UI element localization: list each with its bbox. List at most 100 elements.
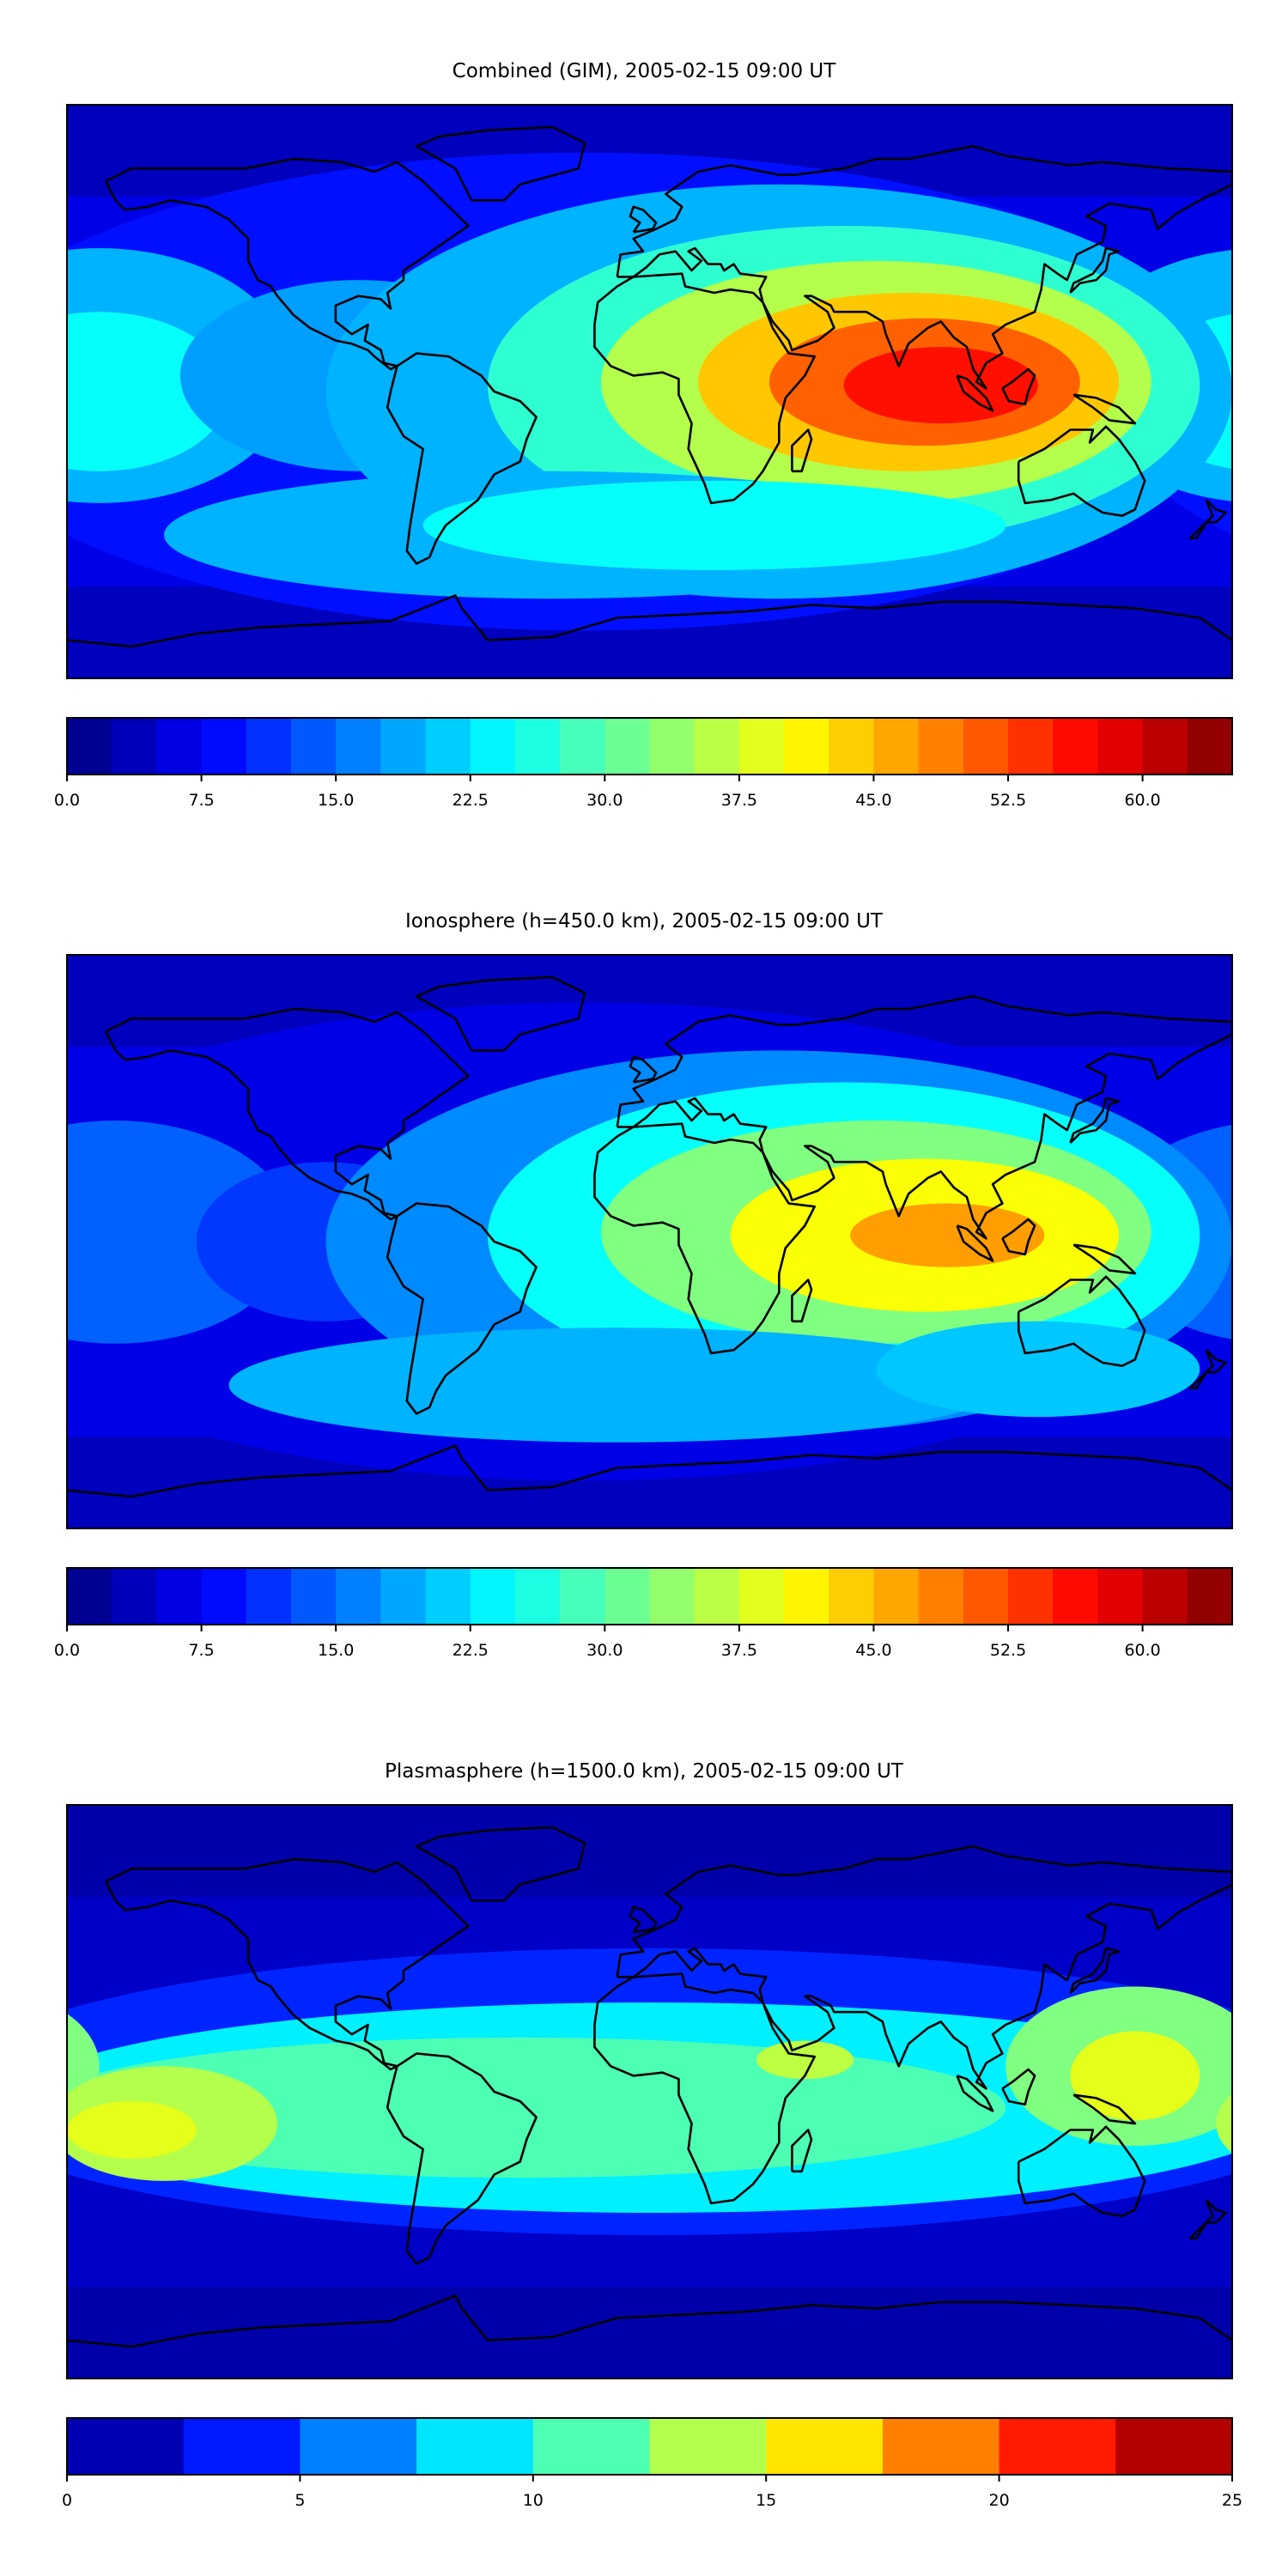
colorbar-segment bbox=[963, 1568, 1009, 1625]
coastline bbox=[105, 1007, 470, 1221]
colorbar-segment bbox=[784, 1568, 829, 1625]
colorbar-segment bbox=[649, 718, 696, 775]
colorbar-tick-label: 30.0 bbox=[586, 1641, 623, 1660]
coastline bbox=[593, 272, 817, 505]
coastline bbox=[616, 1844, 1232, 2090]
panel-title-combined: Combined (GIM), 2005-02-15 09:00 UT bbox=[453, 60, 837, 82]
colorbar-tick-label: 15.0 bbox=[318, 791, 354, 810]
coastline bbox=[1069, 1947, 1121, 1994]
colorbar-segment bbox=[425, 718, 471, 775]
map-combined bbox=[66, 104, 1233, 679]
tec-contour-level bbox=[228, 1327, 1006, 1443]
tec-contour-level bbox=[850, 1203, 1045, 1267]
colorbar-segment bbox=[1097, 1568, 1144, 1625]
coastline bbox=[593, 1972, 817, 2205]
colorbar-segment bbox=[829, 718, 874, 775]
colorbar-segment bbox=[1053, 718, 1098, 775]
coastline bbox=[1017, 425, 1146, 518]
colorbar-segment bbox=[1097, 718, 1144, 775]
panel-ionosphere: Ionosphere (h=450.0 km), 2005-02-15 09:0… bbox=[54, 910, 1233, 1660]
coastline bbox=[386, 1202, 538, 1415]
colorbar-ionosphere: 0.0 7.5 15.0 22.5 30.0 37.5 45.0 52.5 60.0 bbox=[54, 1567, 1233, 1660]
colorbar-segment bbox=[514, 1568, 561, 1625]
colorbar-segment bbox=[766, 2418, 884, 2475]
colorbar-tick-label: 7.5 bbox=[188, 791, 214, 810]
colorbar-plasmasphere: 0 5 10 15 20 25 bbox=[62, 2417, 1242, 2510]
coastline bbox=[791, 428, 813, 473]
coastline bbox=[1017, 2125, 1146, 2217]
colorbar-combined: 0.0 7.5 15.0 22.5 30.0 37.5 45.0 52.5 60.0 bbox=[54, 717, 1233, 810]
coastline bbox=[616, 144, 1232, 390]
colorbar-segment bbox=[560, 718, 605, 775]
colorbar-tick-label: 52.5 bbox=[990, 1641, 1026, 1660]
colorbar-tick-label: 60.0 bbox=[1124, 1641, 1160, 1660]
tec-contour-level bbox=[67, 2101, 197, 2159]
colorbar-segment bbox=[694, 1568, 740, 1625]
coastline bbox=[386, 2052, 538, 2265]
colorbar-segment bbox=[829, 1568, 874, 1625]
coastline bbox=[1072, 393, 1137, 425]
colorbar-segment bbox=[112, 1568, 157, 1625]
colorbar-segment bbox=[1053, 1568, 1098, 1625]
coastline bbox=[67, 594, 1232, 648]
colorbar-segment bbox=[300, 2418, 417, 2475]
colorbar-tick-label: 22.5 bbox=[453, 1641, 489, 1660]
colorbar-segment bbox=[336, 1568, 381, 1625]
coastline bbox=[67, 1444, 1232, 1498]
colorbar-segment bbox=[183, 2418, 301, 2475]
colorbar-segment bbox=[560, 1568, 605, 1625]
coastline bbox=[105, 157, 470, 371]
colorbar-segment bbox=[380, 718, 427, 775]
coastline bbox=[1001, 368, 1036, 406]
coastline bbox=[791, 2129, 813, 2173]
colorbar-segment bbox=[416, 2418, 534, 2475]
colorbar-tick-label: 45.0 bbox=[855, 791, 891, 810]
coastline bbox=[593, 1122, 817, 1355]
coastline bbox=[415, 975, 586, 1052]
coastline bbox=[1188, 1349, 1227, 1389]
coastline bbox=[1069, 246, 1121, 294]
colorbar-tick-label: 7.5 bbox=[188, 1641, 214, 1660]
colorbar-tick-label: 0.0 bbox=[54, 1641, 80, 1660]
colorbar-tick-label: 45.0 bbox=[855, 1641, 891, 1660]
coastline bbox=[105, 1857, 470, 2071]
colorbar-tick-label: 52.5 bbox=[990, 791, 1026, 810]
colorbar-segment bbox=[649, 2418, 767, 2475]
coastline bbox=[1188, 2199, 1227, 2239]
tec-contour-level bbox=[876, 1321, 1200, 1418]
colorbar-tick-label: 0.0 bbox=[54, 791, 80, 810]
coastline bbox=[1017, 1275, 1146, 1367]
colorbar-segment bbox=[67, 718, 112, 775]
polar-band-north bbox=[67, 1805, 1232, 1897]
colorbar-segment bbox=[532, 2418, 650, 2475]
colorbar-segment bbox=[290, 718, 337, 775]
colorbar-segment bbox=[738, 1568, 785, 1625]
colorbar-segment bbox=[1008, 718, 1054, 775]
colorbar-segment bbox=[1008, 1568, 1054, 1625]
map-ionosphere bbox=[66, 954, 1233, 1529]
map-frame bbox=[66, 1804, 1233, 2379]
colorbar-tick-label: 37.5 bbox=[721, 1641, 757, 1660]
colorbar-segment bbox=[605, 718, 650, 775]
colorbar-segment bbox=[784, 718, 829, 775]
coastline bbox=[386, 352, 538, 565]
coastline bbox=[1001, 1218, 1036, 1256]
colorbar-tick-label: 22.5 bbox=[453, 791, 489, 810]
colorbar-segment bbox=[201, 718, 247, 775]
coastline bbox=[415, 1826, 586, 1902]
colorbar-segment bbox=[425, 1568, 471, 1625]
map-plasmasphere bbox=[66, 1804, 1233, 2379]
tec-contour-level bbox=[756, 2040, 854, 2080]
panel-combined: Combined (GIM), 2005-02-15 09:00 UT 0.0 7… bbox=[54, 60, 1233, 810]
coastline bbox=[629, 1055, 658, 1084]
map-frame bbox=[66, 954, 1233, 1529]
coastline bbox=[956, 1224, 994, 1262]
colorbar-tick-label: 10 bbox=[523, 2491, 544, 2510]
colorbar-segment bbox=[514, 718, 561, 775]
colorbar-segment bbox=[1115, 2418, 1233, 2475]
tec-contour-level bbox=[422, 480, 1006, 570]
tec-contour-level bbox=[1216, 2093, 1232, 2154]
coastline bbox=[1001, 2068, 1036, 2106]
colorbar-segment bbox=[246, 1568, 292, 1625]
